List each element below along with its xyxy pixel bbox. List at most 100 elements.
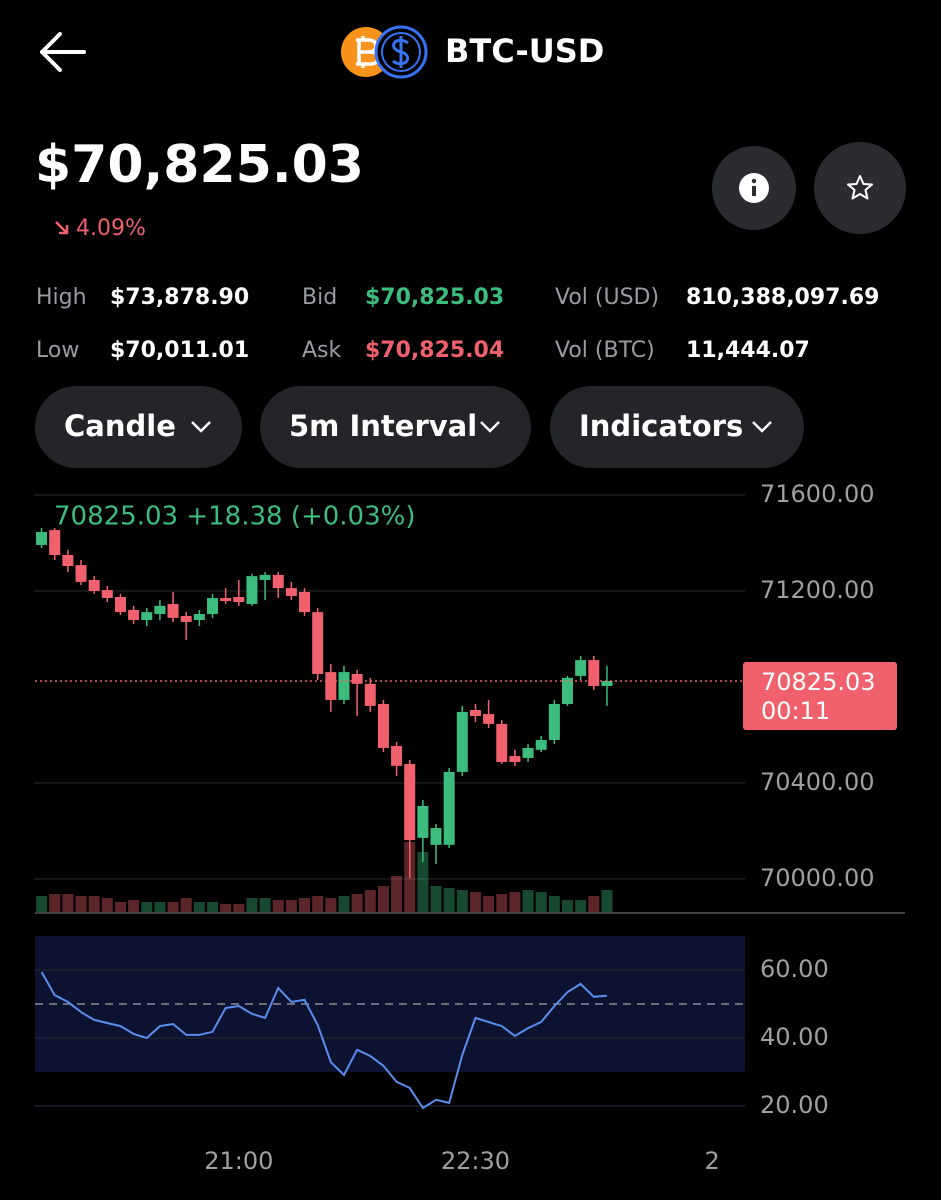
candle-body xyxy=(272,574,284,589)
candle-body xyxy=(575,660,587,676)
candle-body xyxy=(509,756,521,763)
volume-bar xyxy=(417,852,429,912)
candle-body xyxy=(391,745,403,766)
volume-bar xyxy=(377,886,389,912)
y-tick-label: 40.00 xyxy=(760,1023,829,1051)
volume-bar xyxy=(141,902,153,912)
candle-body xyxy=(62,555,74,567)
candle-body xyxy=(220,597,232,602)
pill xyxy=(260,386,531,468)
volume-bar xyxy=(128,900,140,912)
candle-body xyxy=(456,711,468,772)
pill-label: Indicators xyxy=(579,409,743,443)
volume-bar xyxy=(36,896,48,912)
stat-label: Ask xyxy=(302,338,342,363)
volume-bar xyxy=(154,902,166,912)
info-button[interactable] xyxy=(712,146,796,230)
volume-bar xyxy=(535,892,547,912)
volume-bar xyxy=(575,900,587,912)
candle-body xyxy=(88,579,100,592)
pill xyxy=(550,386,804,468)
pill xyxy=(35,386,242,468)
candle-body xyxy=(193,614,205,621)
volume-bar xyxy=(299,898,311,912)
candle-body xyxy=(49,530,61,556)
stat-value: $70,825.03 xyxy=(365,285,504,310)
stat-value: $73,878.90 xyxy=(110,285,249,310)
candle-body xyxy=(299,591,311,613)
chevron xyxy=(191,421,211,433)
volume-bar xyxy=(338,896,350,912)
candle-body xyxy=(312,612,324,675)
interval-button[interactable]: 5m Interval xyxy=(260,386,531,468)
candle-body xyxy=(469,709,481,716)
price-change: 4.09% xyxy=(76,216,146,241)
rsi-line xyxy=(40,971,607,1110)
candle-body xyxy=(443,771,455,845)
volume-bar xyxy=(285,900,297,912)
price-tag-countdown: 00:11 xyxy=(761,697,830,725)
candle-body xyxy=(167,603,179,618)
candle-body xyxy=(36,531,48,545)
candle-body xyxy=(364,683,376,706)
back-button[interactable] xyxy=(40,32,86,72)
volume-bar xyxy=(114,902,126,912)
candle-body xyxy=(483,714,495,724)
candle-body xyxy=(141,612,153,621)
volume-bar xyxy=(62,894,74,912)
candle-body xyxy=(114,596,126,613)
volume-bar xyxy=(75,896,87,912)
volume-bar xyxy=(443,888,455,912)
usd-glyph xyxy=(392,36,410,68)
y-tick-label: 70000.00 xyxy=(760,864,875,892)
chart-legend: 70825.03 +18.38 (+0.03%) xyxy=(54,502,415,532)
stat-value: 11,444.07 xyxy=(686,338,810,363)
candle-body xyxy=(128,609,140,621)
pill-label: 5m Interval xyxy=(289,409,477,443)
candle-body xyxy=(430,828,442,845)
stat-value: $70,825.04 xyxy=(365,338,504,363)
volume-bar xyxy=(193,902,205,912)
volume-bar xyxy=(548,896,560,912)
volume-bar xyxy=(101,898,113,912)
volume-bar xyxy=(456,890,468,912)
volume-bar xyxy=(88,896,100,912)
info-stem xyxy=(752,186,756,196)
price-tag-value: 70825.03 xyxy=(761,668,876,696)
volume-bar xyxy=(351,894,363,912)
volume-bar xyxy=(259,898,271,912)
stat-value: 810,388,097.69 xyxy=(686,285,879,310)
chevron xyxy=(480,421,500,433)
volume-bar xyxy=(509,892,521,912)
candle-body xyxy=(535,739,547,750)
usd-icon xyxy=(374,25,428,79)
candle-body xyxy=(154,605,166,615)
star-bg xyxy=(814,142,906,234)
volume-bar xyxy=(207,902,218,912)
candle-body xyxy=(601,680,613,687)
chevron xyxy=(752,421,772,433)
candle-body xyxy=(233,596,245,603)
volume-bar xyxy=(391,876,403,912)
btc-glyph xyxy=(356,36,380,68)
stat-label: Vol (BTC) xyxy=(555,338,655,363)
candle-body xyxy=(180,615,192,622)
volume-bar xyxy=(272,900,284,912)
x-tick-label: 21:00 xyxy=(204,1147,273,1175)
price: $70,825.03 xyxy=(35,135,364,195)
y-tick-label: 20.00 xyxy=(760,1091,829,1119)
chart-type-button[interactable]: Candle xyxy=(35,386,242,468)
stat-label: Vol (USD) xyxy=(555,285,659,310)
volume-bar xyxy=(469,892,481,912)
volume-bar xyxy=(483,896,495,912)
volume-bar xyxy=(220,904,232,912)
candle-body xyxy=(496,723,508,763)
stat-label: Low xyxy=(36,338,79,363)
volume-bar xyxy=(167,902,179,912)
star-button[interactable] xyxy=(814,142,906,234)
candle-body xyxy=(522,747,534,758)
indicators-button[interactable]: Indicators xyxy=(550,386,804,468)
candle-body xyxy=(377,703,389,748)
x-tick-label: 2 xyxy=(704,1147,719,1175)
